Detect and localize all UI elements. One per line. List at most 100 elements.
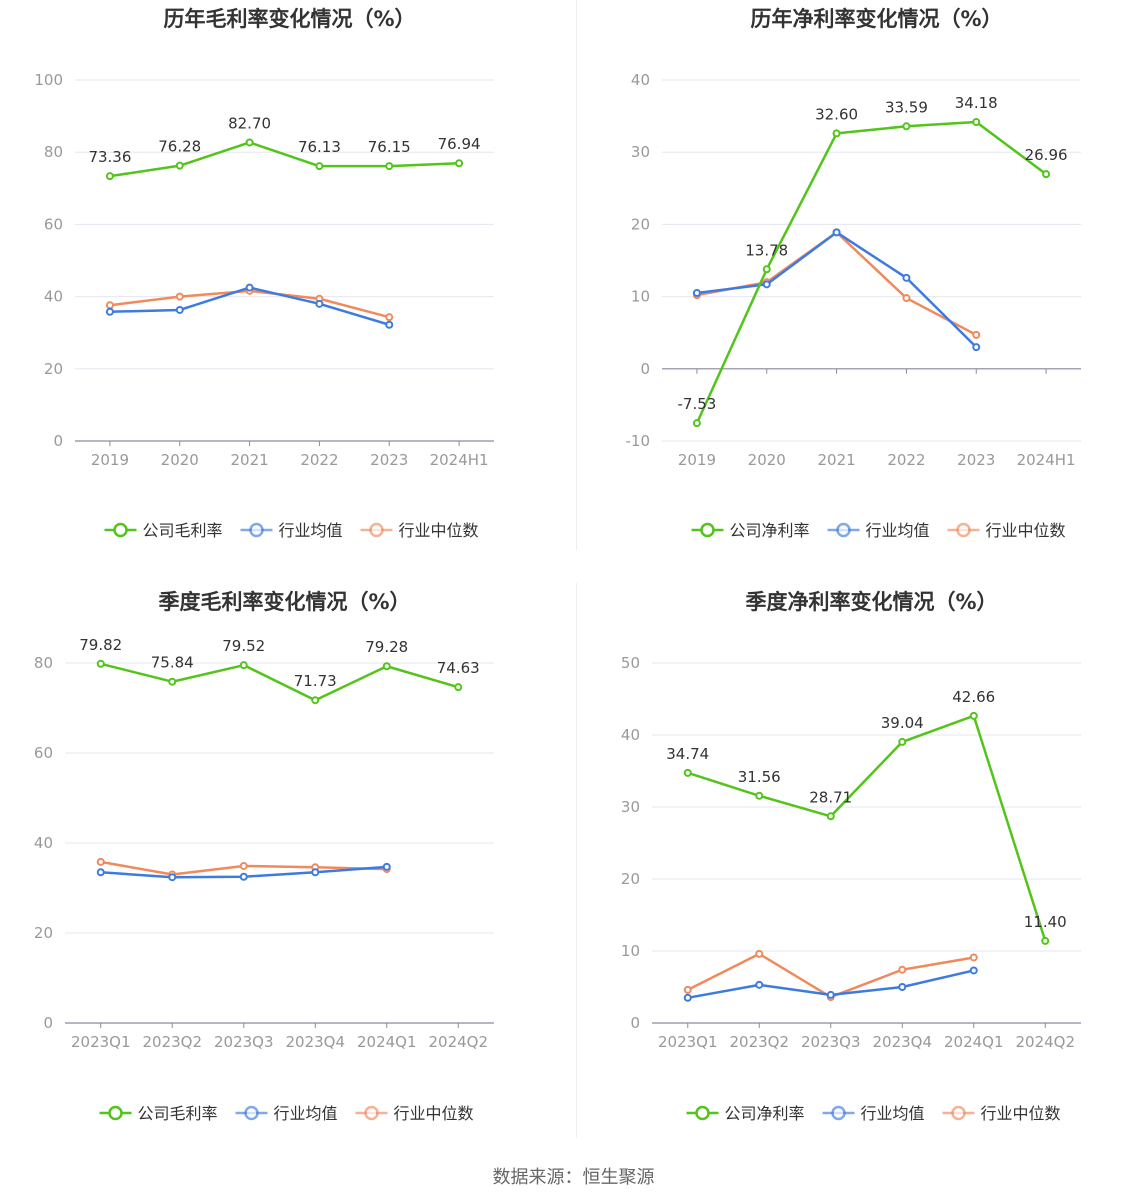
legend-circle-icon [113, 522, 128, 538]
legend-item-company: 公司净利率 [691, 521, 810, 540]
legend-label: 公司毛利率 [143, 521, 223, 540]
data-point-avg [175, 305, 184, 314]
y-tick-label: 40 [631, 71, 650, 89]
data-point-median [385, 313, 394, 322]
data-label: 76.13 [298, 138, 341, 156]
chart-annual-gross-margin: 历年毛利率变化情况（%） 0 20 40 60 80 100 2019 2020 2021 2022… [34, 7, 494, 540]
data-label: 39.04 [881, 714, 924, 732]
data-point-median [972, 330, 981, 339]
data-point-company [382, 662, 391, 671]
data-label: 82.70 [228, 114, 271, 132]
data-point-company [385, 162, 394, 171]
chart-title: 季度净利率变化情况（%） [745, 590, 997, 614]
y-tick-label: 40 [44, 288, 63, 306]
y-tick-label: -10 [626, 432, 651, 450]
data-label: 31.56 [738, 768, 781, 786]
x-tick-label: 2024Q2 [428, 1033, 488, 1051]
y-tick-label: 50 [621, 654, 640, 672]
data-point-company [96, 659, 105, 668]
panel-divider-bottom [576, 583, 577, 1138]
data-label: 26.96 [1025, 146, 1068, 164]
data-label: 76.28 [158, 138, 201, 156]
data-point-company [1042, 170, 1051, 179]
chart-title: 历年净利率变化情况（%） [750, 7, 1002, 31]
data-point-company [972, 118, 981, 127]
legend-label: 公司净利率 [725, 1104, 805, 1123]
data-point-avg [96, 868, 105, 877]
data-point-median [969, 953, 978, 962]
legend-item-avg: 行业均值 [240, 521, 343, 540]
legend-circle-icon [244, 1105, 259, 1121]
data-point-company [755, 791, 764, 800]
chart-panel-annual-gross-margin: 历年毛利率变化情况（%） 0 20 40 60 80 100 2019 2020 2021 2022… [0, 0, 560, 575]
y-tick-label: 40 [34, 834, 53, 852]
series-line-company [695, 120, 1047, 424]
data-label: 79.82 [79, 636, 122, 654]
legend-item-company: 公司毛利率 [99, 1104, 218, 1123]
x-tick-label: 2024Q1 [944, 1033, 1004, 1051]
data-point-company [315, 162, 324, 171]
data-point-company [683, 768, 692, 777]
y-tick-label: 0 [43, 1014, 53, 1032]
data-point-company [311, 696, 320, 705]
legend-label: 行业均值 [279, 521, 343, 540]
data-label: 28.71 [809, 788, 852, 806]
legend-circle-icon [836, 522, 851, 538]
legend-label: 行业中位数 [981, 1104, 1061, 1123]
data-point-avg [315, 299, 324, 308]
x-tick-label: 2023Q3 [214, 1033, 274, 1051]
y-tick-label: 30 [631, 143, 650, 161]
legend-item-avg: 行业均值 [822, 1104, 925, 1123]
data-label: 42.66 [952, 688, 995, 706]
data-point-company [832, 129, 841, 138]
data-point-avg [755, 980, 764, 989]
data-point-median [96, 857, 105, 866]
y-tick-label: 80 [44, 143, 63, 161]
y-tick-label: 100 [34, 71, 63, 89]
data-point-avg [972, 343, 981, 352]
data-point-company [105, 172, 114, 181]
y-tick-label: 20 [621, 870, 640, 888]
data-point-median [175, 292, 184, 301]
data-point-avg [105, 307, 114, 316]
y-tick-label: 40 [621, 726, 640, 744]
data-label: 33.59 [885, 98, 928, 116]
data-point-company [245, 138, 254, 147]
data-point-company [969, 711, 978, 720]
legend-label: 行业均值 [274, 1104, 338, 1123]
legend-circle-icon [369, 522, 384, 538]
data-point-median [898, 965, 907, 974]
y-tick-label: 30 [621, 798, 640, 816]
data-point-avg [245, 283, 254, 292]
x-tick-label: 2023Q4 [872, 1033, 932, 1051]
x-tick-label: 2021 [230, 451, 268, 469]
data-point-avg [898, 983, 907, 991]
data-label: 73.36 [88, 148, 131, 166]
legend-circle-icon [951, 1105, 966, 1121]
x-tick-label: 2024H1 [1017, 451, 1076, 469]
legend-circle-icon [956, 522, 971, 538]
legend-item-avg: 行业均值 [235, 1104, 338, 1123]
series-line-company [687, 714, 1047, 942]
x-tick-label: 2023Q3 [801, 1033, 861, 1051]
data-point-median [902, 294, 911, 303]
data-point-company [762, 265, 771, 274]
data-point-avg [239, 872, 248, 881]
legend-item-median: 行业中位数 [947, 521, 1066, 540]
legend-item-avg: 行业均值 [827, 521, 930, 540]
legend-circle-icon [831, 1105, 846, 1121]
data-label: 71.73 [294, 672, 337, 690]
legend-item-median: 行业中位数 [360, 521, 479, 540]
data-label: 74.63 [437, 659, 480, 677]
x-tick-label: 2023 [370, 451, 408, 469]
legend-label: 行业均值 [866, 521, 930, 540]
legend-label: 公司净利率 [730, 521, 810, 540]
chart-quarterly-net-margin: 季度净利率变化情况（%） 0 10 20 30 40 50 2023Q1 2023Q2 2023Q… [621, 590, 1081, 1123]
data-point-avg [382, 862, 391, 871]
chart-title: 季度毛利率变化情况（%） [158, 590, 410, 614]
data-label: 75.84 [151, 654, 194, 672]
legend-label: 行业中位数 [399, 521, 479, 540]
x-tick-label: 2019 [678, 451, 716, 469]
legend-label: 行业中位数 [986, 521, 1066, 540]
data-label: -7.53 [678, 395, 717, 413]
